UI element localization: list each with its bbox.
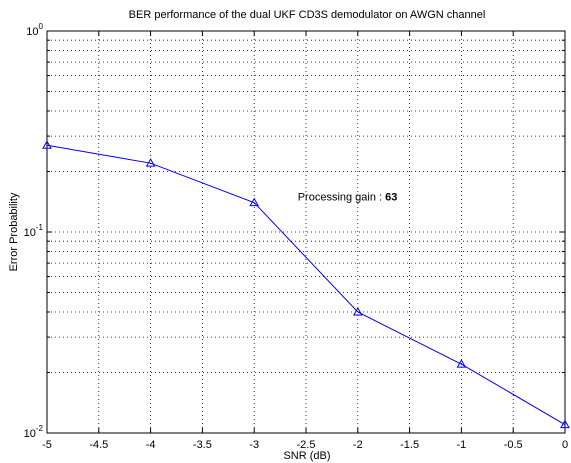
data-point-marker <box>42 140 52 149</box>
y-axis-label: Error Probability <box>8 192 20 271</box>
annotation-label: Processing gain : <box>298 192 385 204</box>
data-point-marker <box>249 197 260 207</box>
x-axis-label: SNR (dB) <box>283 450 330 462</box>
y-tick-label: 10-2 <box>24 424 44 440</box>
x-tick-label: -0.5 <box>504 439 523 451</box>
x-tick-label: -2.5 <box>297 439 316 451</box>
data-point-marker <box>456 359 467 368</box>
x-tick-label: -1.5 <box>400 439 419 451</box>
x-tick-label: -3 <box>249 439 259 451</box>
axis-ticks <box>46 31 566 434</box>
x-tick-label: -4 <box>146 439 156 451</box>
x-tick-label: -5 <box>42 439 52 451</box>
grid <box>47 31 565 433</box>
series-line <box>46 144 566 426</box>
y-tick-exponent: 0 <box>39 22 44 31</box>
data-point-marker <box>145 158 156 167</box>
x-tick-label: -1 <box>457 439 467 451</box>
processing-gain-annotation: Processing gain : 63 <box>298 192 398 204</box>
data-point-marker <box>352 306 363 316</box>
x-tick-label: 0 <box>562 439 568 451</box>
y-tick-exponent: -1 <box>36 223 44 232</box>
y-tick-label: 100 <box>26 22 43 38</box>
x-tick-label: -4.5 <box>89 439 108 451</box>
y-tick-label: 10-1 <box>24 223 44 239</box>
series-layer <box>42 140 570 429</box>
x-tick-label: -2 <box>353 439 363 451</box>
chart-title: BER performance of the dual UKF CD3S dem… <box>129 9 486 21</box>
y-tick-base: 10 <box>24 428 36 440</box>
y-tick-base: 10 <box>26 26 38 38</box>
x-tick-label: -3.5 <box>193 439 212 451</box>
x-tick-labels: -5 -4.5 -4 -3.5 -3 -2.5 -2 -1.5 -1 -0.5 0 <box>42 439 568 451</box>
y-tick-exponent: -2 <box>36 424 44 433</box>
annotation-value: 63 <box>385 192 397 204</box>
data-point-marker <box>560 419 570 429</box>
y-tick-base: 10 <box>24 227 36 239</box>
